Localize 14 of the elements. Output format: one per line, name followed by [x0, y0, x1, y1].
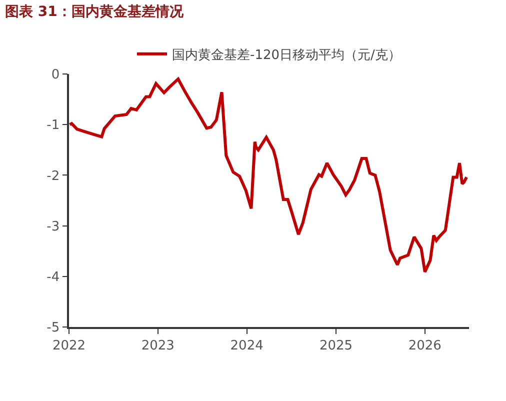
legend-label: 国内黄金基差-120日移动平均（元/克）: [172, 48, 401, 63]
x-tick-label: 2022: [52, 338, 86, 354]
x-tick-label: 2023: [141, 338, 174, 354]
x-tick-label: 2026: [408, 338, 442, 354]
y-tick-label: -5: [46, 320, 60, 336]
y-tick-label: -3: [46, 219, 60, 234]
chart-title: 图表 31：国内黄金基差情况: [5, 4, 184, 20]
y-tick-label: -1: [46, 118, 60, 134]
line-series: [69, 78, 468, 274]
y-tick-label: 0: [51, 68, 60, 83]
x-tick-label: 2025: [319, 338, 353, 354]
y-tick-label: -4: [46, 270, 60, 285]
y-tick-label: -2: [46, 168, 60, 184]
x-tick-label: 2024: [230, 338, 264, 354]
